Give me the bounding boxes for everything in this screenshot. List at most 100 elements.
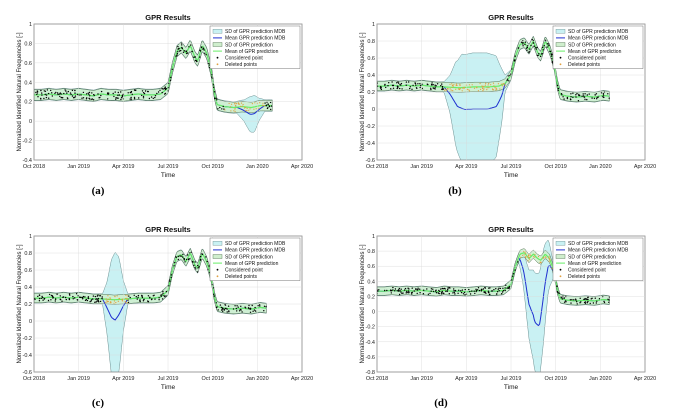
considered-point <box>181 44 183 46</box>
considered-point <box>161 298 164 300</box>
considered-point <box>222 310 224 312</box>
considered-point <box>254 306 256 309</box>
x-tick-label: Apr 2019 <box>455 164 477 170</box>
considered-point <box>221 108 223 110</box>
considered-point <box>42 296 44 299</box>
considered-point <box>528 50 530 53</box>
considered-point <box>162 88 164 90</box>
sd-mdb-band <box>377 239 610 372</box>
considered-point <box>177 45 179 48</box>
considered-point <box>92 298 94 300</box>
considered-point <box>587 300 589 303</box>
deleted-point <box>477 90 479 92</box>
considered-point <box>402 292 404 294</box>
deleted-point <box>126 299 128 301</box>
considered-point <box>212 86 215 89</box>
considered-point <box>168 285 170 287</box>
considered-point <box>183 50 185 52</box>
deleted-point <box>234 104 237 106</box>
considered-point <box>59 92 61 94</box>
considered-point <box>170 276 172 279</box>
considered-point <box>164 86 166 88</box>
considered-point <box>603 96 605 99</box>
considered-point <box>224 304 227 306</box>
legend-swatch <box>555 29 566 34</box>
considered-point <box>411 88 413 91</box>
considered-point <box>569 299 572 301</box>
considered-point <box>221 309 223 311</box>
considered-point <box>211 76 213 78</box>
considered-point <box>177 51 179 53</box>
considered-point <box>55 91 57 94</box>
considered-point <box>89 95 91 97</box>
legend-entry: SD of GPR prediction <box>568 254 616 260</box>
considered-point <box>434 86 436 88</box>
deleted-point <box>459 83 461 85</box>
deleted-point <box>471 84 473 86</box>
considered-point <box>249 308 251 310</box>
y-tick-label: -0.2 <box>366 124 375 130</box>
x-axis-label: Time <box>161 172 176 179</box>
y-tick-label: 0.2 <box>367 294 375 300</box>
considered-point <box>608 301 610 303</box>
considered-point <box>50 294 53 297</box>
deleted-point <box>493 85 495 87</box>
considered-point <box>112 92 114 95</box>
considered-point <box>583 96 586 98</box>
y-tick-label: 0 <box>29 319 32 325</box>
considered-point <box>85 93 88 95</box>
considered-point <box>40 97 42 100</box>
y-tick-label: -0.4 <box>366 141 375 147</box>
x-tick-label: Jan 2019 <box>67 164 90 170</box>
considered-point <box>396 85 399 88</box>
deleted-point <box>473 87 476 89</box>
considered-point <box>575 94 577 96</box>
considered-point <box>40 297 43 299</box>
considered-point <box>387 85 389 87</box>
considered-point <box>392 286 394 289</box>
legend-entry: Mean GPR prediction MDB <box>225 248 286 254</box>
considered-point <box>43 90 45 92</box>
considered-point <box>226 311 228 313</box>
considered-point <box>408 291 410 293</box>
deleted-point <box>451 83 453 85</box>
considered-point <box>84 296 86 298</box>
x-tick-label: Apr 2020 <box>634 164 656 170</box>
considered-point <box>571 299 573 301</box>
deleted-point <box>124 301 126 303</box>
considered-point <box>259 305 261 307</box>
considered-point <box>91 98 94 100</box>
considered-point <box>453 288 455 290</box>
considered-point <box>546 43 549 45</box>
considered-point <box>43 297 46 300</box>
considered-point <box>566 97 569 100</box>
deleted-point <box>534 256 536 258</box>
considered-point <box>512 273 515 275</box>
legend-swatch <box>555 42 566 47</box>
considered-point <box>443 292 445 295</box>
considered-point <box>400 82 403 85</box>
considered-point <box>514 269 516 271</box>
considered-point <box>141 296 144 299</box>
considered-point <box>180 49 182 52</box>
considered-point <box>34 298 36 301</box>
considered-point <box>535 48 537 50</box>
considered-point <box>223 108 225 110</box>
legend-entry: SD of GPR prediction MDB <box>225 241 286 247</box>
deleted-point <box>248 109 250 111</box>
considered-point <box>454 293 456 295</box>
considered-point <box>596 300 598 302</box>
deleted-point <box>461 90 463 92</box>
deleted-point <box>237 102 240 104</box>
deleted-point <box>109 298 111 300</box>
considered-point <box>120 97 123 99</box>
panel-caption: (a) <box>92 185 105 197</box>
considered-point <box>252 310 254 312</box>
considered-point <box>506 287 508 289</box>
considered-point <box>464 294 466 296</box>
considered-point <box>504 287 506 289</box>
considered-point <box>419 86 421 89</box>
deleted-point <box>503 83 505 85</box>
deleted-point <box>126 302 129 304</box>
